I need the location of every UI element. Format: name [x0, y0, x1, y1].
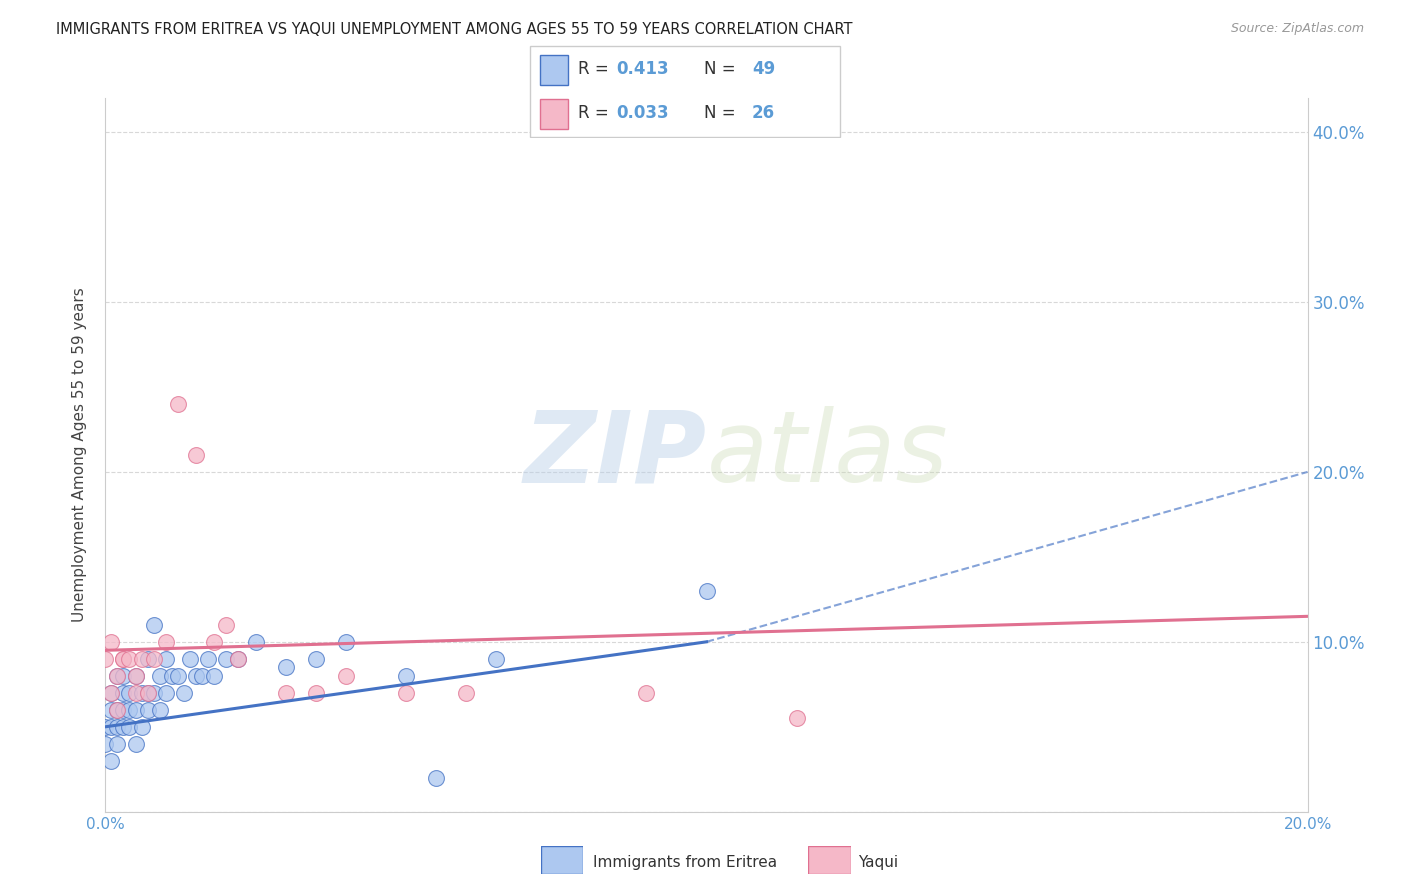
Point — [155, 652, 177, 666]
Point — [136, 686, 159, 700]
Point — [107, 703, 129, 717]
Point — [112, 703, 135, 717]
Point — [485, 652, 508, 666]
Point — [395, 669, 418, 683]
Point — [100, 686, 122, 700]
Point — [136, 703, 159, 717]
Point — [214, 617, 236, 632]
Text: Source: ZipAtlas.com: Source: ZipAtlas.com — [1230, 22, 1364, 36]
Point — [107, 669, 129, 683]
Point — [425, 771, 447, 785]
Point — [100, 754, 122, 768]
Point — [118, 652, 141, 666]
Point — [179, 652, 201, 666]
Point — [202, 669, 225, 683]
Point — [142, 686, 165, 700]
Bar — [540, 99, 568, 129]
Bar — [540, 55, 568, 85]
FancyBboxPatch shape — [530, 45, 841, 137]
Point — [274, 660, 297, 674]
Point — [136, 686, 159, 700]
Point — [124, 669, 146, 683]
Point — [118, 703, 141, 717]
Point — [636, 686, 658, 700]
Text: R =: R = — [578, 104, 614, 122]
Point — [94, 652, 117, 666]
Point — [395, 686, 418, 700]
Point — [107, 669, 129, 683]
Point — [100, 635, 122, 649]
Point — [226, 652, 249, 666]
Point — [786, 711, 808, 725]
Point — [155, 635, 177, 649]
Point — [124, 703, 146, 717]
Point — [335, 635, 357, 649]
Point — [112, 652, 135, 666]
Point — [118, 720, 141, 734]
Point — [335, 669, 357, 683]
Point — [112, 720, 135, 734]
Point — [166, 397, 188, 411]
Point — [124, 669, 146, 683]
Point — [305, 686, 328, 700]
Text: Immigrants from Eritrea: Immigrants from Eritrea — [593, 855, 778, 870]
Point — [112, 652, 135, 666]
Point — [142, 652, 165, 666]
Point — [184, 448, 207, 462]
Point — [190, 669, 212, 683]
Point — [184, 669, 207, 683]
Text: R =: R = — [578, 61, 614, 78]
Point — [696, 583, 718, 598]
Point — [142, 617, 165, 632]
Point — [160, 669, 183, 683]
Text: N =: N = — [704, 104, 741, 122]
Text: 0.033: 0.033 — [616, 104, 668, 122]
Point — [214, 652, 236, 666]
Point — [173, 686, 195, 700]
Point — [107, 737, 129, 751]
Point — [107, 720, 129, 734]
Point — [155, 686, 177, 700]
Text: Yaqui: Yaqui — [858, 855, 898, 870]
Y-axis label: Unemployment Among Ages 55 to 59 years: Unemployment Among Ages 55 to 59 years — [72, 287, 87, 623]
Point — [94, 720, 117, 734]
Text: 0.413: 0.413 — [616, 61, 668, 78]
Text: ZIP: ZIP — [523, 407, 707, 503]
Point — [245, 635, 267, 649]
Point — [166, 669, 188, 683]
Point — [197, 652, 219, 666]
Point — [274, 686, 297, 700]
Point — [131, 686, 153, 700]
Point — [112, 686, 135, 700]
Point — [148, 669, 170, 683]
Point — [305, 652, 328, 666]
Text: 26: 26 — [752, 104, 775, 122]
Point — [148, 703, 170, 717]
Text: 49: 49 — [752, 61, 775, 78]
Point — [100, 686, 122, 700]
Point — [94, 737, 117, 751]
Point — [100, 703, 122, 717]
Text: atlas: atlas — [707, 407, 948, 503]
Point — [107, 703, 129, 717]
Point — [100, 720, 122, 734]
Point — [202, 635, 225, 649]
Text: IMMIGRANTS FROM ERITREA VS YAQUI UNEMPLOYMENT AMONG AGES 55 TO 59 YEARS CORRELAT: IMMIGRANTS FROM ERITREA VS YAQUI UNEMPLO… — [56, 22, 853, 37]
Point — [131, 720, 153, 734]
Point — [131, 652, 153, 666]
Point — [226, 652, 249, 666]
Text: N =: N = — [704, 61, 741, 78]
Point — [124, 686, 146, 700]
Point — [118, 686, 141, 700]
Point — [136, 652, 159, 666]
Point — [112, 669, 135, 683]
Point — [124, 737, 146, 751]
Point — [454, 686, 477, 700]
